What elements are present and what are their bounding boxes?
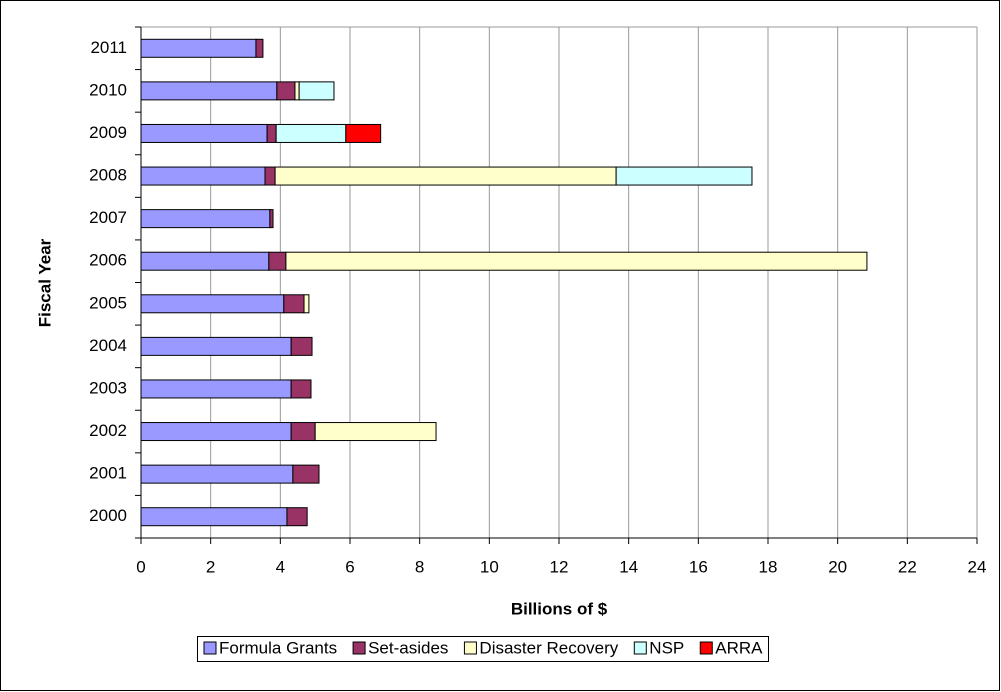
y-tick-label: 2001 [89, 464, 127, 483]
bar-segment [140, 81, 278, 101]
bar-segment [290, 379, 312, 399]
y-tick-label: 2000 [89, 506, 127, 525]
x-tick-label: 24 [968, 557, 987, 576]
bar-segment [269, 209, 274, 229]
bar-segment [140, 464, 294, 484]
bar-segment [294, 81, 300, 101]
bar-segment [140, 422, 292, 442]
x-tick-label: 6 [345, 557, 354, 576]
bar-segment [255, 38, 264, 58]
legend-box [197, 636, 769, 662]
bar-segment [140, 251, 270, 271]
bar-segment [283, 294, 305, 314]
bar-segment [615, 166, 753, 186]
x-tick-label: 12 [550, 557, 569, 576]
y-tick-label: 2011 [90, 38, 127, 57]
bar-segment [264, 166, 276, 186]
bar-segment [140, 209, 271, 229]
y-tick-label: 2009 [89, 123, 127, 142]
y-tick-label: 2006 [89, 251, 127, 270]
x-tick-label: 0 [136, 557, 145, 576]
bar-segment [290, 422, 316, 442]
legend-label: Formula Grants [219, 638, 337, 657]
legend-label: NSP [649, 638, 684, 657]
bar-segment [314, 422, 437, 442]
x-tick-label: 18 [759, 557, 778, 576]
bar-segment [303, 294, 310, 314]
legend-label: ARRA [715, 638, 763, 657]
bar-segment [140, 507, 288, 527]
bar-segment [140, 123, 268, 143]
x-tick-label: 10 [480, 557, 499, 576]
y-tick-label: 2003 [89, 378, 127, 397]
x-axis-title: Billions of $ [511, 599, 608, 618]
bar-segment [285, 251, 868, 271]
legend-swatch [352, 641, 366, 655]
legend: Formula Grants Set-asides Disaster Recover… [197, 636, 769, 662]
x-tick-label: 4 [276, 557, 285, 576]
y-tick-label: 2005 [89, 293, 127, 312]
bar-segment [292, 464, 320, 484]
bar-segment [140, 38, 257, 58]
bar-segment [275, 123, 347, 143]
bar-segment [140, 294, 285, 314]
bar-segment [140, 379, 292, 399]
bar-segment [274, 166, 617, 186]
bar-segment [286, 507, 308, 527]
x-tick-label: 8 [415, 557, 424, 576]
x-tick-label: 14 [619, 557, 638, 576]
y-tick-label: 2010 [89, 80, 127, 99]
y-tick-label: 2004 [89, 336, 127, 355]
legend-swatch [633, 641, 647, 655]
x-tick-label: 22 [898, 557, 917, 576]
x-tick-label: 20 [828, 557, 847, 576]
y-tick-label: 2002 [89, 421, 127, 440]
y-tick-label: 2008 [89, 166, 127, 185]
y-tick-label: 2007 [89, 208, 127, 227]
legend-swatch [463, 641, 477, 655]
y-axis-title: Fiscal Year [35, 238, 54, 327]
bar-segment [140, 166, 266, 186]
legend-swatch [699, 641, 713, 655]
bar-segment [345, 123, 382, 143]
bar-segment [298, 81, 335, 101]
bar-segment [290, 336, 313, 356]
legend-label: Disaster Recovery [479, 638, 618, 657]
legend-swatch [203, 641, 217, 655]
bar-segment [140, 336, 292, 356]
bar-segment [276, 81, 296, 101]
x-tick-label: 16 [689, 557, 708, 576]
x-tick-label: 2 [206, 557, 215, 576]
bar-segment [266, 123, 277, 143]
legend-label: Set-asides [368, 638, 448, 657]
bar-segment [268, 251, 287, 271]
